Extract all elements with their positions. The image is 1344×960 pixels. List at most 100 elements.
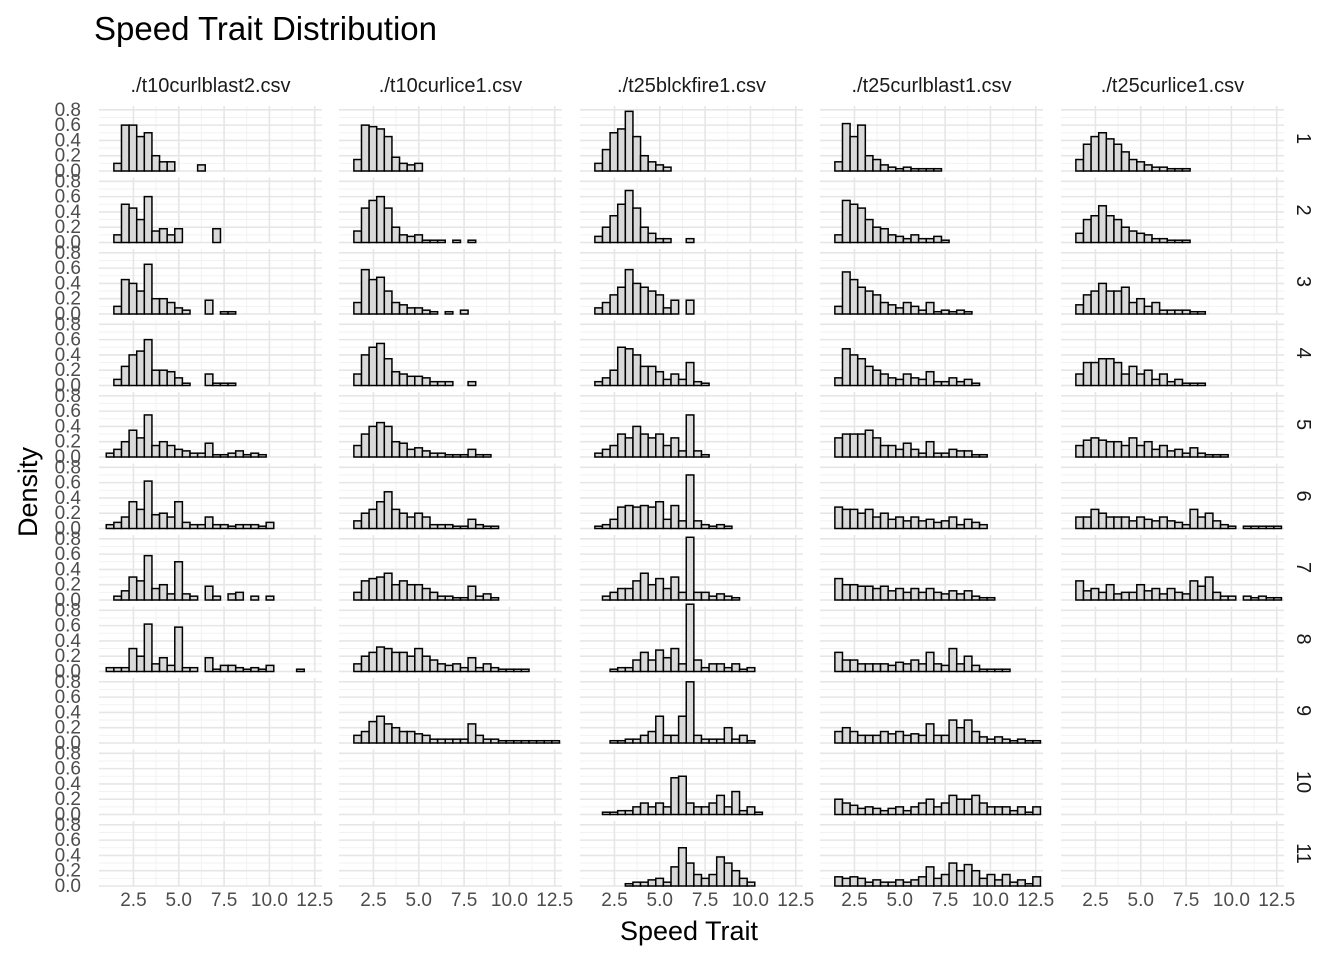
histogram-bar	[398, 580, 408, 601]
histogram-bar	[368, 577, 378, 601]
histogram-bar	[120, 203, 130, 244]
histogram-bar	[429, 659, 439, 673]
histogram-bar	[383, 723, 393, 744]
histogram-bar	[1090, 587, 1100, 601]
histogram-bar	[166, 234, 176, 244]
histogram-bar	[1265, 596, 1275, 601]
histogram-bar	[895, 730, 905, 744]
histogram-bar	[662, 587, 672, 601]
histogram-bar	[738, 877, 748, 887]
histogram-bar	[113, 521, 123, 530]
histogram-bar	[971, 382, 981, 387]
histogram-bar	[391, 156, 401, 172]
facet-column-label: ./t10curlice1.csv	[379, 75, 522, 97]
y-tick-label: 0.4	[55, 273, 82, 294]
histogram-bar	[948, 647, 958, 673]
histogram-bar	[685, 237, 695, 244]
histogram-bar	[616, 346, 627, 387]
histogram-bar	[1120, 373, 1130, 387]
histogram-bar	[856, 357, 867, 387]
histogram-bar	[1158, 166, 1168, 172]
histogram-bar	[1196, 452, 1207, 458]
histogram-bar	[1113, 143, 1123, 172]
facet-row-label: 10	[1292, 771, 1314, 793]
histogram-bar	[856, 663, 867, 673]
histogram-bar	[1032, 806, 1042, 816]
histogram-bar	[655, 577, 665, 601]
histogram-bar	[700, 591, 710, 601]
histogram-bar	[444, 310, 454, 315]
histogram-bar	[375, 576, 386, 601]
histogram-bar	[978, 736, 988, 744]
histogram-bar	[135, 135, 146, 172]
histogram-bar	[368, 278, 378, 315]
histogram-bar	[1075, 373, 1085, 387]
histogram-bar	[948, 794, 958, 816]
histogram-bar	[1016, 738, 1026, 744]
histogram-bar	[135, 580, 146, 601]
histogram-bar	[1189, 580, 1199, 601]
histogram-bar	[955, 450, 966, 458]
histogram-bar	[1189, 447, 1199, 458]
histogram-bar	[1016, 879, 1026, 887]
histogram-bar	[971, 453, 981, 458]
histogram-bar	[693, 380, 703, 387]
histogram-bar	[662, 881, 672, 887]
histogram-bar	[655, 649, 665, 673]
histogram-bar	[219, 382, 229, 387]
histogram-bar	[368, 508, 378, 530]
histogram-bar	[1113, 440, 1123, 458]
histogram-bar	[849, 876, 859, 887]
histogram-bar	[1136, 161, 1146, 172]
histogram-bar	[375, 646, 386, 673]
histogram-bar	[1151, 301, 1161, 315]
facet-panel	[339, 106, 562, 172]
histogram-bar	[181, 450, 191, 458]
facet-panel	[339, 749, 562, 816]
histogram-bar	[715, 794, 726, 816]
histogram-bar	[917, 802, 927, 816]
histogram-bar	[902, 591, 912, 601]
histogram-bar	[452, 239, 462, 244]
histogram-bar	[166, 593, 176, 601]
y-tick-label: 0.2	[55, 789, 81, 810]
histogram-bar	[677, 775, 687, 816]
histogram-bar	[353, 444, 363, 458]
histogram-bar	[128, 576, 138, 601]
histogram-bar	[902, 373, 912, 387]
histogram-bar	[624, 882, 634, 887]
histogram-bar	[1001, 668, 1011, 673]
facet-row-label: 4	[1292, 347, 1314, 358]
facet-panel	[99, 177, 322, 244]
histogram-bar	[219, 523, 229, 530]
histogram-bar	[158, 656, 168, 673]
x-tick-label: 7.5	[692, 890, 718, 911]
histogram-bar	[902, 166, 912, 172]
histogram-bar	[360, 124, 370, 172]
histogram-bar	[212, 382, 222, 387]
histogram-bar	[662, 307, 672, 315]
histogram-bar	[933, 591, 943, 601]
histogram-bar	[242, 668, 252, 673]
x-tick-label: 10.0	[251, 890, 288, 911]
x-tick-label: 7.5	[211, 890, 237, 911]
y-tick-label: 0.6	[55, 830, 81, 851]
histogram-bar	[143, 480, 153, 530]
histogram-bar	[872, 734, 882, 744]
histogram-bar	[948, 516, 958, 530]
histogram-bar	[872, 516, 882, 530]
histogram-bar	[353, 520, 363, 530]
histogram-bar	[879, 164, 889, 172]
histogram-bar	[166, 301, 176, 315]
histogram-bar	[1082, 439, 1092, 458]
histogram-bar	[685, 536, 695, 601]
histogram-bar	[655, 715, 665, 744]
histogram-bar	[856, 877, 867, 887]
histogram-bar	[632, 135, 642, 172]
facet-panel	[1061, 392, 1284, 458]
histogram-bar	[406, 307, 416, 315]
histogram-bar	[700, 738, 710, 744]
histogram-bar	[368, 125, 378, 172]
histogram-bar	[398, 651, 408, 673]
histogram-bar	[609, 444, 619, 458]
